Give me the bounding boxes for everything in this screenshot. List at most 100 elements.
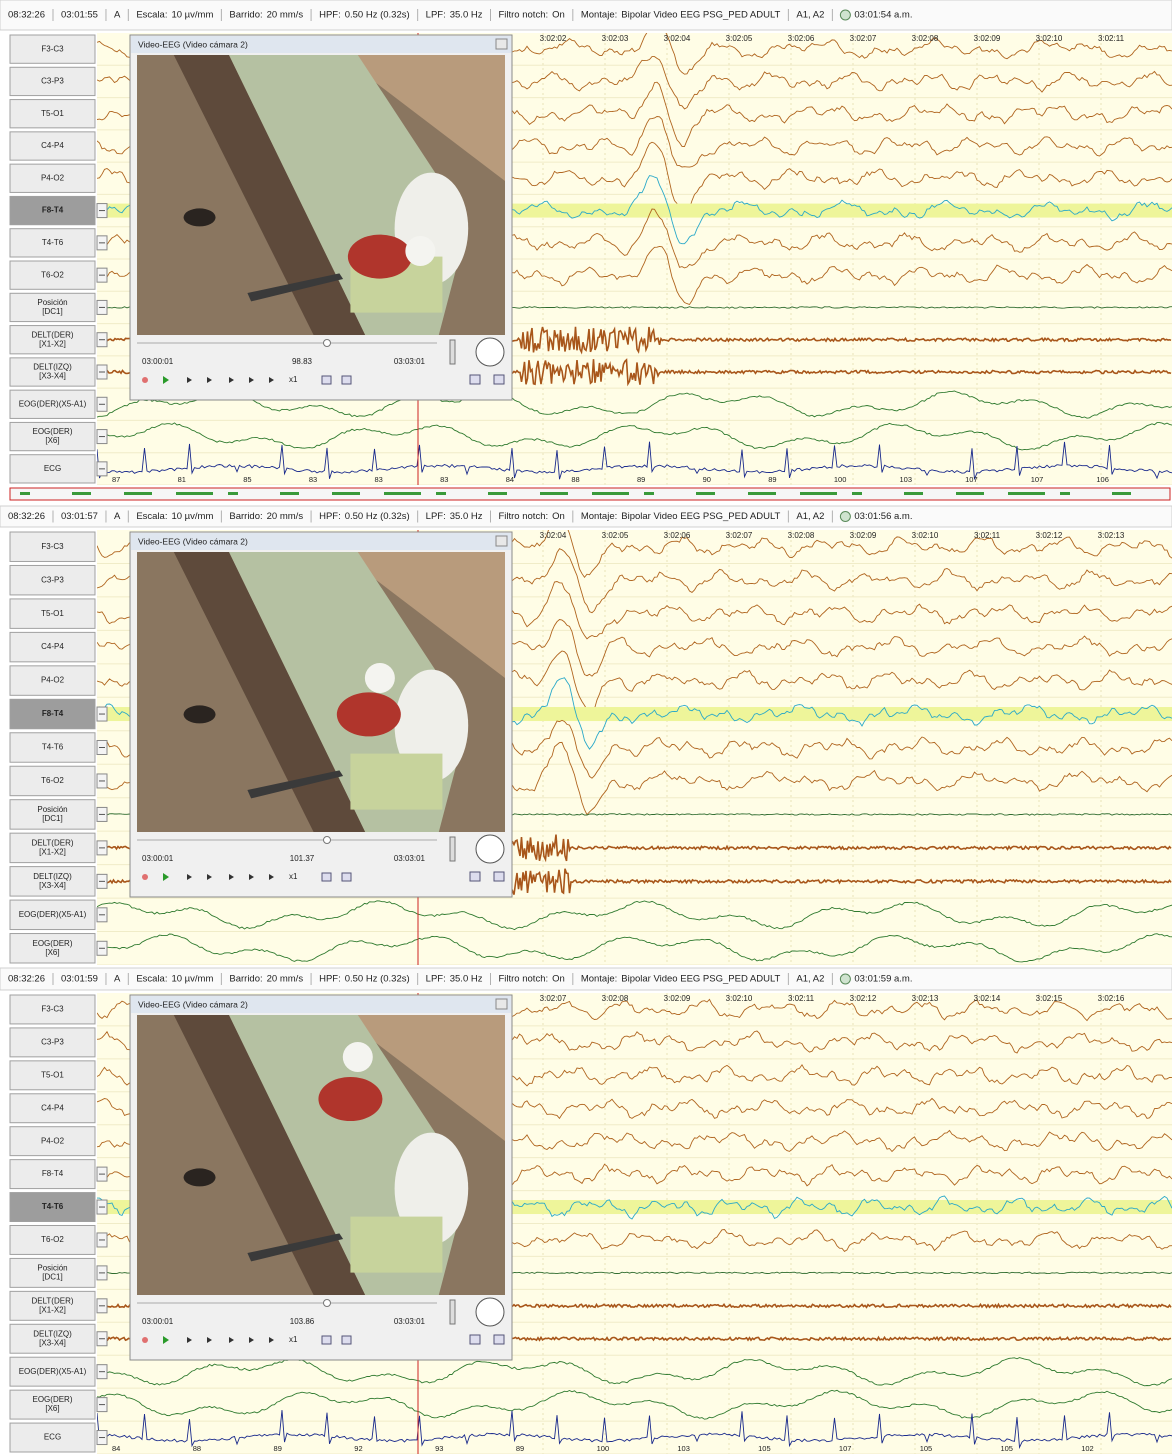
toolbar-item[interactable]: 10 µv/mm xyxy=(171,974,213,985)
channel-label: [DC1] xyxy=(42,1273,62,1282)
toolbar-item[interactable]: Filtro notch: xyxy=(498,974,548,985)
toolbar-item[interactable]: LPF: xyxy=(426,974,446,985)
toolbar-item[interactable]: Bipolar Video EEG PSG_PED ADULT xyxy=(621,511,780,522)
toolbar-item[interactable]: 03:01:54 a.m. xyxy=(854,10,912,21)
toolbar-item[interactable]: Montaje: xyxy=(581,10,617,21)
toolbar-item[interactable]: A1, A2 xyxy=(796,974,824,985)
channel-label: F8-T4 xyxy=(42,709,64,718)
toolbar-item[interactable]: 03:01:55 xyxy=(61,10,98,21)
toolbar-item[interactable]: Montaje: xyxy=(581,974,617,985)
toolbar-item[interactable]: Barrido: xyxy=(229,10,262,21)
video-tool[interactable] xyxy=(342,873,351,881)
toolbar-item[interactable]: LPF: xyxy=(426,10,446,21)
toolbar-item[interactable]: On xyxy=(552,511,565,522)
video-head xyxy=(343,1042,373,1072)
video-tool[interactable] xyxy=(494,872,504,881)
video-stop[interactable] xyxy=(142,1337,148,1343)
toolbar-item[interactable]: 0.50 Hz (0.32s) xyxy=(345,10,410,21)
channel-label: T6-O2 xyxy=(41,776,64,785)
toolbar-item[interactable]: 10 µv/mm xyxy=(171,10,213,21)
toolbar-item[interactable]: 03:01:59 xyxy=(61,974,98,985)
toolbar-item[interactable]: 03:01:59 a.m. xyxy=(854,974,912,985)
video-speed[interactable]: x1 xyxy=(289,1335,298,1344)
video-stop[interactable] xyxy=(142,377,148,383)
toolbar-item[interactable]: 35.0 Hz xyxy=(450,511,483,522)
scrollbar-segment xyxy=(852,492,862,495)
video-tool[interactable] xyxy=(322,1336,331,1344)
video-tool[interactable] xyxy=(494,1335,504,1344)
toolbar-item[interactable]: Bipolar Video EEG PSG_PED ADULT xyxy=(621,974,780,985)
video-slider-thumb[interactable] xyxy=(324,1300,331,1307)
toolbar-item[interactable]: On xyxy=(552,974,565,985)
video-close[interactable] xyxy=(496,999,507,1009)
toolbar-item[interactable]: HPF: xyxy=(319,974,341,985)
toolbar-item[interactable]: 20 mm/s xyxy=(267,511,304,522)
video-volume[interactable] xyxy=(450,1300,455,1324)
ecg-rate-label: 83 xyxy=(440,475,448,484)
video-slider-thumb[interactable] xyxy=(324,340,331,347)
video-joystick[interactable] xyxy=(476,835,504,863)
toolbar-item[interactable]: 20 mm/s xyxy=(267,10,304,21)
video-tool[interactable] xyxy=(342,1336,351,1344)
video-volume[interactable] xyxy=(450,837,455,861)
video-joystick[interactable] xyxy=(476,1298,504,1326)
video-joystick[interactable] xyxy=(476,338,504,366)
time-tick: 3:02:09 xyxy=(974,34,1001,43)
toolbar-item[interactable]: HPF: xyxy=(319,511,341,522)
channel-label: F3-C3 xyxy=(41,44,64,53)
video-tool[interactable] xyxy=(322,376,331,384)
toolbar-item[interactable]: A1, A2 xyxy=(796,10,824,21)
channel-label: [X6] xyxy=(45,436,59,445)
toolbar-item[interactable]: 10 µv/mm xyxy=(171,511,213,522)
video-close[interactable] xyxy=(496,536,507,546)
toolbar-item[interactable]: On xyxy=(552,10,565,21)
toolbar-item[interactable]: LPF: xyxy=(426,511,446,522)
toolbar-item[interactable]: 20 mm/s xyxy=(267,974,304,985)
toolbar-item[interactable]: 08:32:26 xyxy=(8,10,45,21)
toolbar-item[interactable]: Bipolar Video EEG PSG_PED ADULT xyxy=(621,10,780,21)
video-close[interactable] xyxy=(496,39,507,49)
video-speed[interactable]: x1 xyxy=(289,375,298,384)
toolbar-item[interactable]: 35.0 Hz xyxy=(450,974,483,985)
toolbar-item[interactable]: A1, A2 xyxy=(796,511,824,522)
channel-label: T5-O1 xyxy=(41,109,64,118)
video-slider-thumb[interactable] xyxy=(324,837,331,844)
toolbar-item[interactable]: A xyxy=(114,511,121,522)
channel-label: DELT(IZQ) xyxy=(33,872,72,881)
video-tool[interactable] xyxy=(342,376,351,384)
video-speed[interactable]: x1 xyxy=(289,872,298,881)
scrollbar-segment xyxy=(644,492,654,495)
toolbar-item[interactable]: 35.0 Hz xyxy=(450,10,483,21)
toolbar-item[interactable]: 08:32:26 xyxy=(8,511,45,522)
toolbar-item[interactable]: A xyxy=(114,974,121,985)
toolbar-item[interactable]: Montaje: xyxy=(581,511,617,522)
toolbar-item[interactable]: 0.50 Hz (0.32s) xyxy=(345,511,410,522)
toolbar-item[interactable]: A xyxy=(114,10,121,21)
video-tool[interactable] xyxy=(470,1335,480,1344)
scrollbar-segment xyxy=(436,492,446,495)
toolbar-item[interactable]: Escala: xyxy=(136,974,167,985)
video-volume[interactable] xyxy=(450,340,455,364)
toolbar-item[interactable]: Escala: xyxy=(136,511,167,522)
time-tick: 3:02:13 xyxy=(1098,531,1125,540)
video-shoe xyxy=(184,208,216,226)
toolbar-item[interactable]: Filtro notch: xyxy=(498,10,548,21)
clock-icon xyxy=(840,512,850,522)
toolbar-item[interactable]: 03:01:57 xyxy=(61,511,98,522)
toolbar-item[interactable]: 08:32:26 xyxy=(8,974,45,985)
video-tool[interactable] xyxy=(494,375,504,384)
toolbar-item[interactable]: 0.50 Hz (0.32s) xyxy=(345,974,410,985)
video-stop[interactable] xyxy=(142,874,148,880)
toolbar-item[interactable]: Filtro notch: xyxy=(498,511,548,522)
toolbar-item[interactable]: Escala: xyxy=(136,10,167,21)
time-tick: 3:02:02 xyxy=(540,34,567,43)
channel-label: Posición xyxy=(37,805,67,814)
video-tool[interactable] xyxy=(470,872,480,881)
video-tool[interactable] xyxy=(322,873,331,881)
toolbar-item[interactable]: Barrido: xyxy=(229,511,262,522)
video-tool[interactable] xyxy=(470,375,480,384)
toolbar-item[interactable]: 03:01:56 a.m. xyxy=(854,511,912,522)
toolbar-item[interactable]: HPF: xyxy=(319,10,341,21)
toolbar-item[interactable]: Barrido: xyxy=(229,974,262,985)
scrollbar-segment xyxy=(1060,492,1070,495)
